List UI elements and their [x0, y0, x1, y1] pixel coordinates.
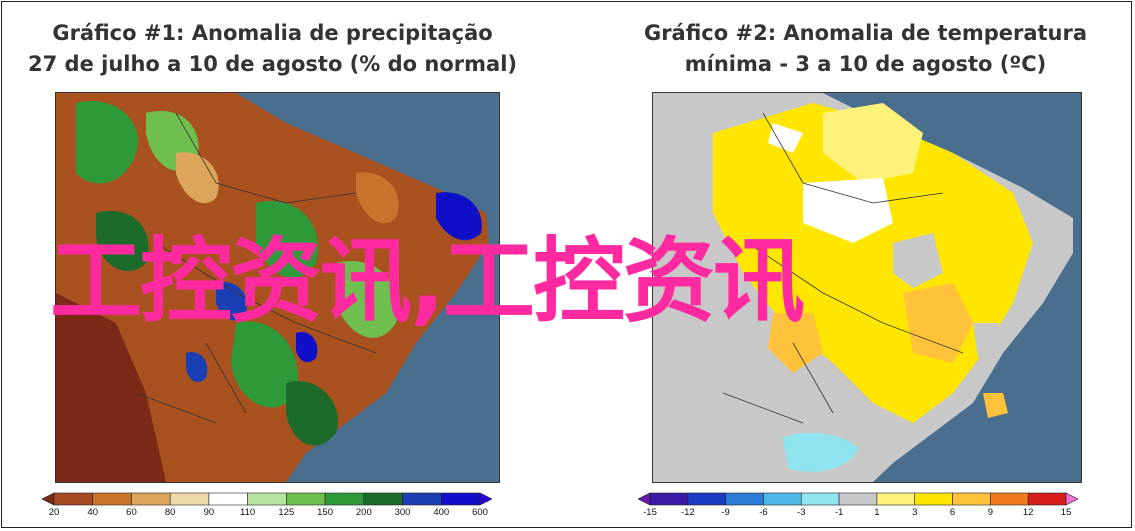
precipitation-colorbar-swatch [324, 492, 365, 506]
temperature-colorbar-tick-label: 6 [949, 507, 956, 518]
precipitation-colorbar-tick-label: 60 [126, 507, 137, 518]
precipitation-colorbar: 20 40 60 80 90 110 125 150 200 300 400 600 [41, 492, 493, 522]
temperature-colorbar-tick-label: 9 [987, 507, 994, 518]
panel-2-title: Gráfico #2: Anomalia de temperatura míni… [598, 18, 1133, 80]
temperature-colorbar-tick-label: -6 [759, 507, 768, 518]
precipitation-colorbar-swatch [363, 492, 403, 506]
temperature-colorbar-tick-label: -12 [680, 507, 695, 518]
precipitation-colorbar-swatch-high-end [479, 492, 493, 506]
panel-1-title: Gráfico #1: Anomalia de precipitação 27 … [5, 18, 540, 80]
precipitation-colorbar-swatch [247, 492, 287, 506]
precipitation-colorbar-swatch [131, 492, 171, 506]
temperature-colorbar-swatch-low-end [637, 492, 651, 506]
temperature-colorbar-tick-label: 1 [874, 507, 880, 518]
precipitation-colorbar-swatch [53, 492, 94, 506]
precipitation-colorbar-swatch [286, 492, 326, 506]
precipitation-colorbar-swatch [440, 492, 481, 506]
temperature-colorbar-swatch [914, 492, 953, 506]
temperature-colorbar-swatches [637, 492, 1079, 506]
temperature-colorbar-swatch [725, 492, 764, 506]
temperature-colorbar-swatch [1027, 492, 1067, 506]
panel-2-title-line-1: Gráfico #2: Anomalia de temperatura [643, 21, 1088, 45]
precipitation-colorbar-tick-label: 150 [317, 507, 334, 518]
temperature-colorbar-tick-label: 15 [1060, 507, 1072, 518]
precipitation-colorbar-tick-label: 600 [472, 507, 488, 518]
temperature-colorbar-swatch [763, 492, 802, 506]
panel-1-title-line-1: Gráfico #1: Anomalia de precipitação [52, 21, 493, 45]
precipitation-colorbar-swatch [92, 492, 132, 506]
temperature-colorbar-tick-label: 3 [912, 507, 918, 518]
precipitation-colorbar-swatch [169, 492, 210, 506]
temperature-colorbar-swatch-high-end [1065, 492, 1079, 506]
precipitation-colorbar-tick-label: 200 [355, 507, 372, 518]
precipitation-colorbar-swatch-low-end [41, 492, 55, 506]
precipitation-colorbar-swatch [402, 492, 442, 506]
precipitation-colorbar-tick-label: 125 [278, 507, 295, 518]
precipitation-colorbar-tick-label: 40 [87, 507, 99, 518]
temperature-colorbar-swatch [800, 492, 840, 506]
precipitation-colorbar-tick-label: 110 [240, 507, 256, 518]
precipitation-colorbar-swatches [41, 492, 493, 506]
temperature-anomaly-map [652, 92, 1082, 483]
precipitation-colorbar-tick-label: 20 [48, 507, 60, 518]
precipitation-colorbar-swatch [208, 492, 248, 506]
temperature-colorbar-swatch [838, 492, 878, 506]
watermark-text: 工控资讯,工控资讯 [50, 228, 805, 335]
precipitation-colorbar-tick-label: 90 [203, 507, 215, 518]
temperature-colorbar-tick-label: -15 [643, 507, 657, 518]
temperature-colorbar-tick-label: -1 [834, 507, 844, 518]
precipitation-anomaly-map [55, 92, 500, 483]
precipitation-colorbar-tick-label: 400 [433, 507, 450, 518]
precipitation-colorbar-tick-label: 300 [394, 507, 411, 518]
temperature-colorbar-swatch [649, 492, 689, 506]
precipitation-colorbar-tick-label: 80 [164, 507, 176, 518]
temperature-colorbar-tick-label: -9 [721, 507, 730, 518]
temperature-colorbar: -15 -12 -9 -6 -3 -1 1 3 6 9 12 15 [637, 492, 1079, 522]
panel-2-title-line-2: mínima - 3 a 10 de agosto (ºC) [684, 52, 1047, 76]
temperature-colorbar-swatch [990, 492, 1029, 506]
panel-1-title-line-2: 27 de julho a 10 de agosto (% do normal) [28, 52, 517, 76]
temperature-colorbar-swatch [952, 492, 991, 506]
temperature-colorbar-tick-label: 12 [1022, 507, 1034, 518]
temperature-colorbar-swatch [876, 492, 916, 506]
temperature-colorbar-tick-label: -3 [797, 507, 806, 518]
temperature-colorbar-swatch [687, 492, 726, 506]
